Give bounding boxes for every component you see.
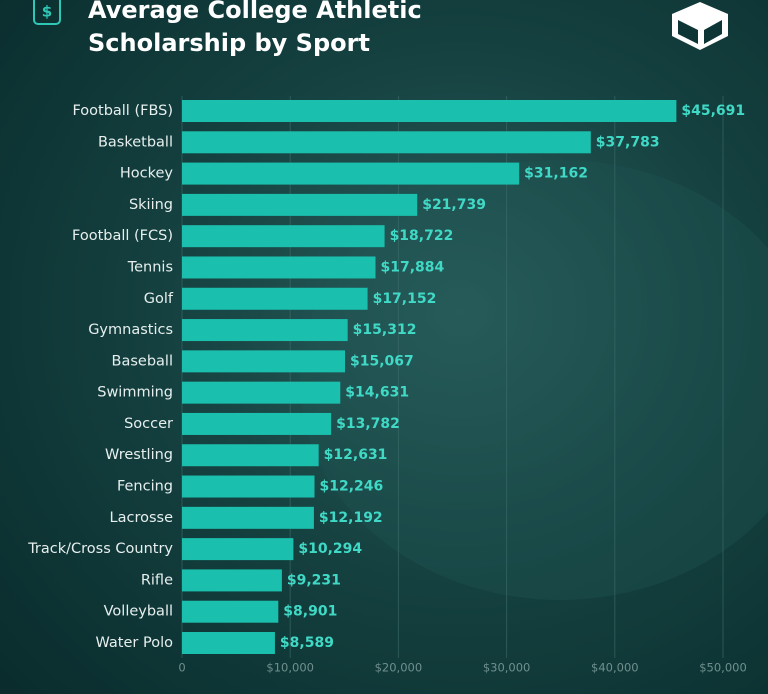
x-tick-label: $10,000 [266,661,314,675]
y-tick-label: Golf [144,291,174,307]
value-label: $9,231 [287,572,341,588]
value-label: $13,782 [336,416,400,432]
bar [182,225,385,248]
bar [182,444,319,467]
y-tick-label: Hockey [120,166,174,182]
x-tick-label: $40,000 [591,661,639,675]
bar [182,538,294,561]
y-tick-label: Track/Cross Country [27,541,173,557]
background-shape [300,160,768,600]
y-tick-label: Water Polo [96,635,174,651]
y-tick-label: Soccer [124,416,173,432]
y-tick-label: Swimming [97,385,173,401]
bar [182,632,275,654]
bar [182,256,376,279]
svg-text:$: $ [42,3,52,21]
y-tick-label: Football (FBS) [72,103,173,119]
bar [182,319,348,342]
y-tick-label: Fencing [117,479,173,495]
logo [672,2,728,50]
dollar-icon: $ [33,0,61,25]
value-label: $15,312 [353,322,417,338]
value-label: $18,722 [390,228,454,244]
value-label: $8,589 [280,635,334,651]
value-label: $17,152 [373,291,437,307]
value-label: $12,192 [319,510,383,526]
bar [182,506,314,529]
x-tick-label: 0 [178,661,185,675]
value-label: $12,246 [320,479,384,495]
bar [182,162,520,185]
value-label: $37,783 [596,134,660,150]
y-tick-label: Baseball [112,353,173,369]
bar [182,131,591,154]
value-label: $17,884 [381,259,445,275]
x-tick-label: $20,000 [375,661,423,675]
x-tick-label: $30,000 [483,661,531,675]
value-label: $21,739 [422,197,486,213]
bar [182,350,346,373]
y-tick-label: Rifle [141,572,173,588]
value-label: $45,691 [681,103,745,119]
y-tick-label: Football (FCS) [72,228,173,244]
y-tick-label: Basketball [98,134,173,150]
bar [182,475,315,498]
x-tick-label: $50,000 [699,661,747,675]
y-tick-label: Gymnastics [88,322,173,338]
bar [182,381,341,404]
bar [182,412,332,435]
y-tick-label: Skiing [129,197,173,213]
y-tick-label: Volleyball [104,604,173,620]
value-label: $15,067 [350,353,414,369]
bar [182,569,282,592]
value-label: $31,162 [524,166,588,182]
bar [182,193,418,216]
chart-title: Average College Athletic Scholarship by … [88,0,422,57]
value-label: $8,901 [283,604,337,620]
bar [182,287,368,310]
bar [182,100,677,122]
y-tick-label: Wrestling [105,447,173,463]
bar [182,600,279,623]
value-label: $12,631 [324,447,388,463]
y-tick-label: Lacrosse [110,510,174,526]
y-tick-label: Tennis [127,259,173,275]
value-label: $10,294 [298,541,362,557]
value-label: $14,631 [345,385,409,401]
